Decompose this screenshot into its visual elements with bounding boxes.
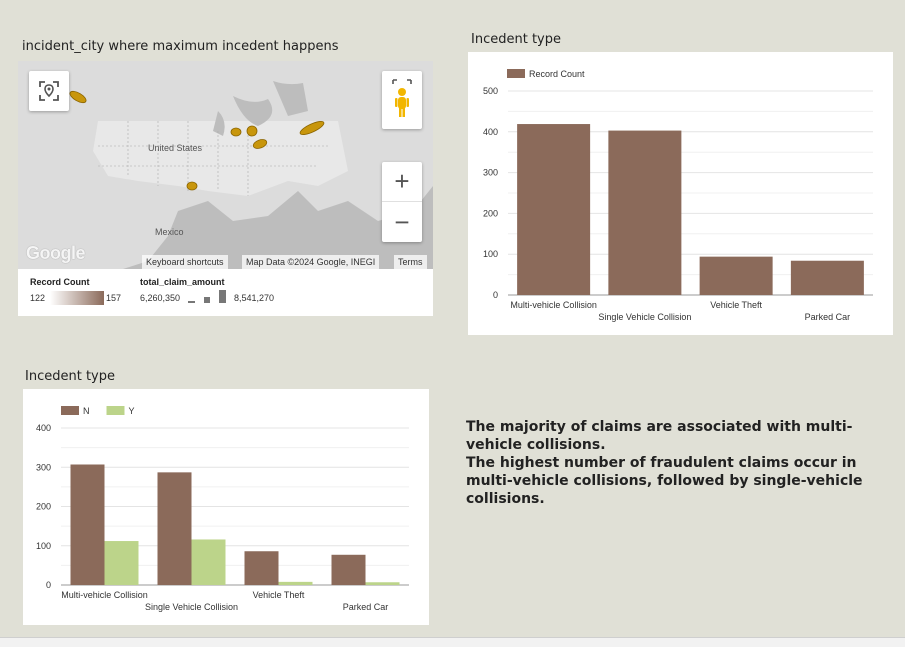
size-legend-max: 8,541,270 [234,293,275,303]
chart2-ytick-label: 400 [36,423,51,433]
chart2-legend-label: Y [129,406,135,416]
chart1-xtick-label: Single Vehicle Collision [598,312,691,322]
insight-line-2: The highest number of fraudulent claims … [466,455,863,507]
terms-link[interactable]: Terms [394,255,427,269]
chart2-bar[interactable] [331,554,366,585]
map-background [18,61,433,269]
chart2-legend-label: N [83,406,90,416]
insight-line-1: The majority of claims are associated wi… [466,419,853,453]
pegman-icon [392,79,412,117]
chart2-legend-swatch [61,406,79,415]
google-logo: Google [26,243,86,263]
map-data-attribution: Map Data ©2024 Google, INEGI [242,255,380,269]
chart1-title: Incedent type [471,32,561,47]
chart1-ytick-label: 100 [483,249,498,259]
bottom-bar [0,637,905,647]
chart1-xtick-label: Multi-vehicle Collision [510,300,597,310]
chart2-bar[interactable] [244,551,279,585]
locate-icon [39,81,59,101]
size-legend-mark-medium [204,297,210,303]
chart1-ytick-label: 0 [493,290,498,300]
chart1-xtick-label: Parked Car [805,312,851,322]
color-legend-title: Record Count [30,277,90,287]
chart2-ytick-label: 200 [36,502,51,512]
chart2-xtick-label: Single Vehicle Collision [145,602,238,612]
chart2-bar[interactable] [191,539,226,585]
chart2-bar[interactable] [365,582,400,585]
chart2-bar[interactable] [104,541,139,585]
chart1-ytick-label: 400 [483,127,498,137]
chart1-bar[interactable] [699,256,773,295]
map-label-mexico: Mexico [155,227,184,237]
chart2-xtick-label: Multi-vehicle Collision [61,590,148,600]
locate-button[interactable] [29,71,69,111]
chart2-bar[interactable] [70,464,105,585]
color-legend-min: 122 [30,293,46,303]
chart1-bar[interactable] [608,130,682,295]
size-legend-mark-small [188,301,195,303]
color-legend-gradient [50,291,104,305]
chart2-ytick-label: 300 [36,462,51,472]
chart1-legend-label: Record Count [529,69,585,79]
chart2-ytick-label: 100 [36,541,51,551]
chart1-legend-swatch [507,69,525,78]
map-label-us: United States [148,143,203,153]
map-panel-title: incident_city where maximum incedent hap… [22,39,339,54]
chart2-svg: 0 100 200 300 400 Multi-vehicle Collision Sing… [36,406,409,612]
chart1-svg: 0 100 200 300 400 500 Multi-vehicle CollisionS… [483,69,873,322]
size-legend-mark-large [219,290,226,303]
pegman-button[interactable] [382,71,422,129]
zoom-controls: + − [382,162,422,242]
chart2-bar[interactable] [278,581,313,585]
chart1-xtick-label: Vehicle Theft [710,300,762,310]
size-legend-title: total_claim_amount [140,277,225,287]
color-legend-max: 157 [106,293,122,303]
insight-note: The majority of claims are associated wi… [466,418,866,508]
map-view[interactable]: United States Mexico Google + − [18,61,433,269]
keyboard-shortcuts-link[interactable]: Keyboard shortcuts [142,255,228,269]
zoom-out-button[interactable]: − [394,206,410,237]
chart1-ytick-label: 500 [483,86,498,96]
chart2-card: 0 100 200 300 400 Multi-vehicle Collision Sing… [23,389,429,625]
map-card: United States Mexico Google + − [18,61,433,316]
chart1-bar[interactable] [517,124,591,295]
chart2-xtick-label: Parked Car [343,602,389,612]
chart2-title: Incedent type [25,369,115,384]
chart1-bar[interactable] [790,260,864,295]
chart2-ytick-label: 0 [46,580,51,590]
chart2-xtick-label: Vehicle Theft [253,590,305,600]
size-legend-min: 6,260,350 [140,293,181,303]
chart2-bar[interactable] [157,472,192,585]
chart1-ytick-label: 200 [483,208,498,218]
chart1-card: 0 100 200 300 400 500 Multi-vehicle Collision S… [468,52,893,335]
zoom-in-button[interactable]: + [382,162,422,202]
chart1-ytick-label: 300 [483,168,498,178]
chart2-legend-swatch [106,406,125,415]
